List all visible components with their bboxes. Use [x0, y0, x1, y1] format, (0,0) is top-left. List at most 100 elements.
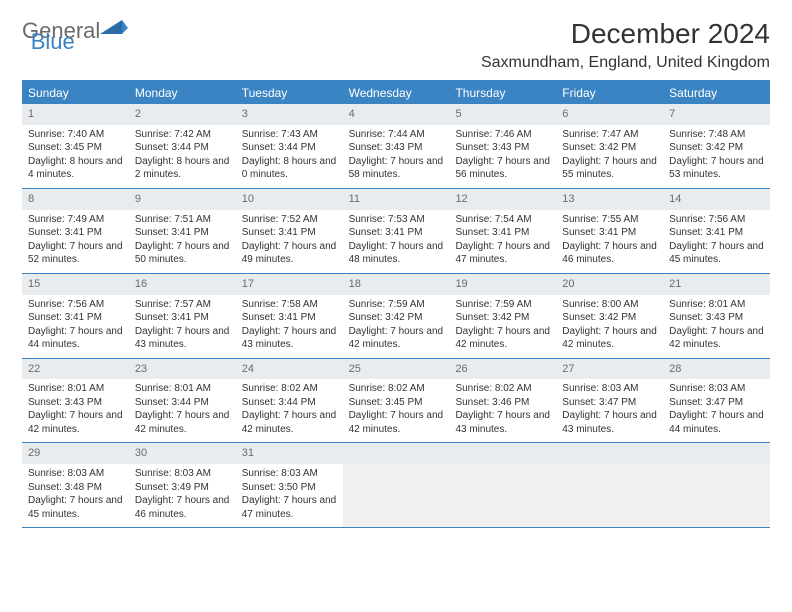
- daylight-text: Daylight: 7 hours and 43 minutes.: [562, 409, 657, 436]
- sunrise-text: Sunrise: 7:53 AM: [349, 213, 444, 227]
- sunrise-text: Sunrise: 7:55 AM: [562, 213, 657, 227]
- day-number: 27: [556, 359, 663, 380]
- weekday-header: Thursday: [449, 82, 556, 104]
- daylight-text: Daylight: 7 hours and 48 minutes.: [349, 240, 444, 267]
- sunset-text: Sunset: 3:41 PM: [669, 226, 764, 240]
- sunrise-text: Sunrise: 7:40 AM: [28, 128, 123, 142]
- sunrise-text: Sunrise: 8:02 AM: [349, 382, 444, 396]
- sunrise-text: Sunrise: 8:03 AM: [28, 467, 123, 481]
- day-cell-empty: [343, 443, 450, 527]
- logo-triangle-icon: [100, 20, 128, 38]
- day-content: Sunrise: 7:46 AMSunset: 3:43 PMDaylight:…: [449, 125, 556, 188]
- logo: General Blue: [22, 18, 149, 44]
- sunset-text: Sunset: 3:42 PM: [562, 311, 657, 325]
- day-cell-empty: [556, 443, 663, 527]
- daylight-text: Daylight: 7 hours and 43 minutes.: [242, 325, 337, 352]
- day-content: Sunrise: 7:55 AMSunset: 3:41 PMDaylight:…: [556, 210, 663, 273]
- day-cell: 6Sunrise: 7:47 AMSunset: 3:42 PMDaylight…: [556, 104, 663, 188]
- sunrise-text: Sunrise: 7:43 AM: [242, 128, 337, 142]
- day-content: Sunrise: 8:02 AMSunset: 3:45 PMDaylight:…: [343, 379, 450, 442]
- day-number: 30: [129, 443, 236, 464]
- sunrise-text: Sunrise: 7:58 AM: [242, 298, 337, 312]
- sunset-text: Sunset: 3:45 PM: [28, 141, 123, 155]
- sunset-text: Sunset: 3:41 PM: [135, 311, 230, 325]
- daylight-text: Daylight: 7 hours and 49 minutes.: [242, 240, 337, 267]
- sunrise-text: Sunrise: 8:02 AM: [242, 382, 337, 396]
- daylight-text: Daylight: 8 hours and 2 minutes.: [135, 155, 230, 182]
- day-cell: 18Sunrise: 7:59 AMSunset: 3:42 PMDayligh…: [343, 274, 450, 358]
- day-cell: 13Sunrise: 7:55 AMSunset: 3:41 PMDayligh…: [556, 189, 663, 273]
- day-number: 25: [343, 359, 450, 380]
- daylight-text: Daylight: 7 hours and 42 minutes.: [135, 409, 230, 436]
- day-content: Sunrise: 7:42 AMSunset: 3:44 PMDaylight:…: [129, 125, 236, 188]
- day-content: Sunrise: 7:44 AMSunset: 3:43 PMDaylight:…: [343, 125, 450, 188]
- day-content: Sunrise: 7:54 AMSunset: 3:41 PMDaylight:…: [449, 210, 556, 273]
- sunset-text: Sunset: 3:41 PM: [455, 226, 550, 240]
- sunrise-text: Sunrise: 7:56 AM: [28, 298, 123, 312]
- daylight-text: Daylight: 7 hours and 58 minutes.: [349, 155, 444, 182]
- day-cell: 17Sunrise: 7:58 AMSunset: 3:41 PMDayligh…: [236, 274, 343, 358]
- sunrise-text: Sunrise: 7:57 AM: [135, 298, 230, 312]
- day-number: 17: [236, 274, 343, 295]
- sunset-text: Sunset: 3:46 PM: [455, 396, 550, 410]
- weekday-header: Monday: [129, 82, 236, 104]
- day-number: 24: [236, 359, 343, 380]
- day-cell: 8Sunrise: 7:49 AMSunset: 3:41 PMDaylight…: [22, 189, 129, 273]
- sunrise-text: Sunrise: 7:56 AM: [669, 213, 764, 227]
- weekday-header: Tuesday: [236, 82, 343, 104]
- day-cell: 26Sunrise: 8:02 AMSunset: 3:46 PMDayligh…: [449, 359, 556, 443]
- sunset-text: Sunset: 3:41 PM: [135, 226, 230, 240]
- sunset-text: Sunset: 3:43 PM: [669, 311, 764, 325]
- sunset-text: Sunset: 3:42 PM: [455, 311, 550, 325]
- day-content: Sunrise: 7:59 AMSunset: 3:42 PMDaylight:…: [449, 295, 556, 358]
- daylight-text: Daylight: 7 hours and 55 minutes.: [562, 155, 657, 182]
- day-number: 4: [343, 104, 450, 125]
- day-content: Sunrise: 7:59 AMSunset: 3:42 PMDaylight:…: [343, 295, 450, 358]
- day-cell: 29Sunrise: 8:03 AMSunset: 3:48 PMDayligh…: [22, 443, 129, 527]
- daylight-text: Daylight: 7 hours and 44 minutes.: [28, 325, 123, 352]
- sunset-text: Sunset: 3:41 PM: [28, 226, 123, 240]
- day-content: Sunrise: 8:02 AMSunset: 3:44 PMDaylight:…: [236, 379, 343, 442]
- day-content: Sunrise: 7:40 AMSunset: 3:45 PMDaylight:…: [22, 125, 129, 188]
- day-cell: 12Sunrise: 7:54 AMSunset: 3:41 PMDayligh…: [449, 189, 556, 273]
- day-content: Sunrise: 7:53 AMSunset: 3:41 PMDaylight:…: [343, 210, 450, 273]
- weekday-header: Sunday: [22, 82, 129, 104]
- sunset-text: Sunset: 3:43 PM: [349, 141, 444, 155]
- sunset-text: Sunset: 3:44 PM: [135, 396, 230, 410]
- sunset-text: Sunset: 3:49 PM: [135, 481, 230, 495]
- day-number-empty: [449, 443, 556, 464]
- day-number: 21: [663, 274, 770, 295]
- day-content: Sunrise: 8:03 AMSunset: 3:49 PMDaylight:…: [129, 464, 236, 527]
- day-number: 14: [663, 189, 770, 210]
- sunrise-text: Sunrise: 7:51 AM: [135, 213, 230, 227]
- sunset-text: Sunset: 3:43 PM: [28, 396, 123, 410]
- day-content: Sunrise: 7:47 AMSunset: 3:42 PMDaylight:…: [556, 125, 663, 188]
- week-row: 22Sunrise: 8:01 AMSunset: 3:43 PMDayligh…: [22, 359, 770, 444]
- day-cell: 4Sunrise: 7:44 AMSunset: 3:43 PMDaylight…: [343, 104, 450, 188]
- daylight-text: Daylight: 7 hours and 42 minutes.: [349, 409, 444, 436]
- day-content: Sunrise: 7:58 AMSunset: 3:41 PMDaylight:…: [236, 295, 343, 358]
- daylight-text: Daylight: 7 hours and 52 minutes.: [28, 240, 123, 267]
- day-number-empty: [556, 443, 663, 464]
- sunrise-text: Sunrise: 8:01 AM: [669, 298, 764, 312]
- day-cell: 3Sunrise: 7:43 AMSunset: 3:44 PMDaylight…: [236, 104, 343, 188]
- day-cell: 11Sunrise: 7:53 AMSunset: 3:41 PMDayligh…: [343, 189, 450, 273]
- day-number: 6: [556, 104, 663, 125]
- day-cell: 30Sunrise: 8:03 AMSunset: 3:49 PMDayligh…: [129, 443, 236, 527]
- sunset-text: Sunset: 3:50 PM: [242, 481, 337, 495]
- daylight-text: Daylight: 7 hours and 42 minutes.: [349, 325, 444, 352]
- header: General Blue December 2024 Saxmundham, E…: [22, 18, 770, 78]
- day-cell: 10Sunrise: 7:52 AMSunset: 3:41 PMDayligh…: [236, 189, 343, 273]
- daylight-text: Daylight: 7 hours and 50 minutes.: [135, 240, 230, 267]
- day-content: Sunrise: 7:48 AMSunset: 3:42 PMDaylight:…: [663, 125, 770, 188]
- sunset-text: Sunset: 3:47 PM: [562, 396, 657, 410]
- sunrise-text: Sunrise: 8:03 AM: [135, 467, 230, 481]
- day-number: 7: [663, 104, 770, 125]
- page-title: December 2024: [481, 18, 770, 50]
- day-number: 5: [449, 104, 556, 125]
- day-content: Sunrise: 8:02 AMSunset: 3:46 PMDaylight:…: [449, 379, 556, 442]
- day-content: Sunrise: 8:03 AMSunset: 3:47 PMDaylight:…: [663, 379, 770, 442]
- weekday-header: Friday: [556, 82, 663, 104]
- day-number: 20: [556, 274, 663, 295]
- sunrise-text: Sunrise: 7:59 AM: [455, 298, 550, 312]
